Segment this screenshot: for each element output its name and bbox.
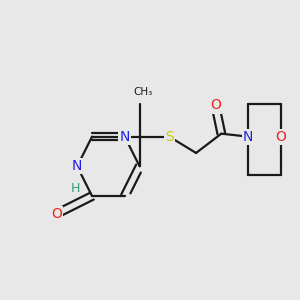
Text: O: O bbox=[275, 130, 286, 144]
Text: O: O bbox=[51, 207, 62, 221]
Text: O: O bbox=[210, 98, 221, 112]
Text: N: N bbox=[119, 130, 130, 144]
Text: CH₃: CH₃ bbox=[133, 86, 152, 97]
Text: N: N bbox=[243, 130, 253, 144]
Text: H: H bbox=[71, 182, 80, 195]
Text: N: N bbox=[72, 159, 83, 173]
Text: S: S bbox=[165, 130, 174, 144]
